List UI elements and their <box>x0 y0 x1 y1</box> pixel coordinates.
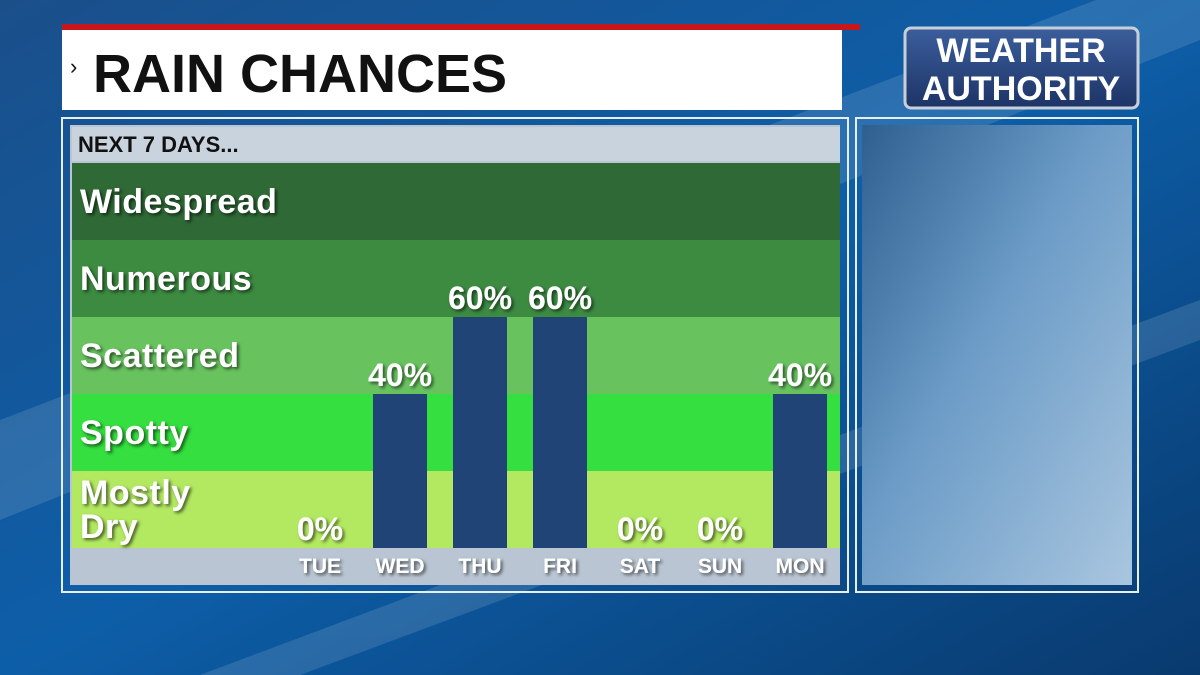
x-tick-label: THU <box>458 555 501 578</box>
logo-box <box>903 26 1140 110</box>
subtitle-bar <box>72 127 840 161</box>
band-label: Numerous <box>80 259 253 298</box>
x-tick-label: SUN <box>698 555 742 578</box>
rain-image <box>862 125 1132 585</box>
value-label: 0% <box>617 511 663 547</box>
band-label: Widespread <box>80 182 278 221</box>
bar <box>533 317 587 548</box>
header-accent <box>62 24 860 30</box>
subtitle: NEXT 7 DAYS... <box>78 132 239 157</box>
band-label: Mostly Dry <box>80 473 191 546</box>
band <box>72 240 840 317</box>
axis-strip <box>72 548 840 585</box>
value-label: 60% <box>528 280 592 316</box>
value-label: 40% <box>368 357 432 393</box>
value-label: 0% <box>297 511 343 547</box>
value-label: 60% <box>448 280 512 316</box>
chart-frame <box>61 117 849 593</box>
x-tick-label: SAT <box>620 555 661 578</box>
x-tick-label: FRI <box>543 555 577 578</box>
header-bar <box>62 30 842 110</box>
logo-line2: AUTHORITY <box>922 70 1121 108</box>
band-label: Spotty <box>80 413 189 452</box>
x-tick-label: TUE <box>299 555 341 578</box>
logo-line1: WEATHER <box>936 32 1105 70</box>
chart-title: RAIN CHANCES <box>93 44 507 104</box>
bar <box>453 317 507 548</box>
x-tick-label: MON <box>776 555 825 578</box>
bar <box>773 394 827 548</box>
bar <box>373 394 427 548</box>
x-tick-label: WED <box>376 555 425 578</box>
value-label: 0% <box>697 511 743 547</box>
image-frame <box>855 117 1139 593</box>
value-label: 40% <box>768 357 832 393</box>
band-label: Scattered <box>80 336 240 375</box>
band <box>72 163 840 240</box>
header-chevron: › <box>70 54 77 79</box>
